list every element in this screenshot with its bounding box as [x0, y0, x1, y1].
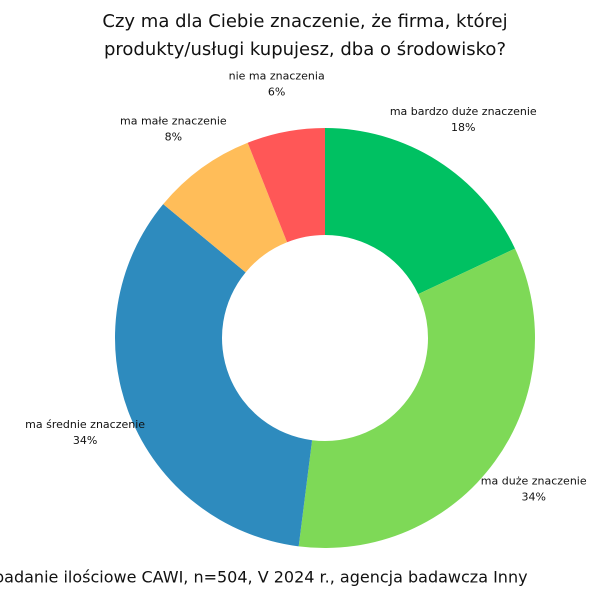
slice — [298, 248, 535, 549]
slice-label: ma małe znaczenie — [120, 114, 227, 127]
slice — [163, 142, 288, 273]
slice-label: ma duże znaczenie — [481, 475, 587, 488]
slice — [114, 204, 313, 547]
chart-title: Czy ma dla Ciebie znaczenie, że firma, k… — [102, 11, 507, 32]
value-label: 34% — [521, 491, 545, 504]
slice — [247, 128, 325, 243]
value-label: 6% — [268, 86, 285, 99]
value-label: 18% — [451, 121, 475, 134]
slice-label: nie ma znaczenia — [229, 70, 325, 83]
slice-label: ma średnie znaczenie — [25, 418, 145, 431]
slice — [325, 128, 516, 295]
source-note: badanie ilościowe CAWI, n=504, V 2024 r.… — [0, 568, 528, 587]
value-label: 8% — [165, 130, 182, 143]
chart-title: produkty/usługi kupujesz, dba o środowis… — [104, 39, 506, 60]
value-label: 34% — [73, 434, 97, 447]
slice-label: ma bardzo duże znaczenie — [390, 105, 537, 118]
